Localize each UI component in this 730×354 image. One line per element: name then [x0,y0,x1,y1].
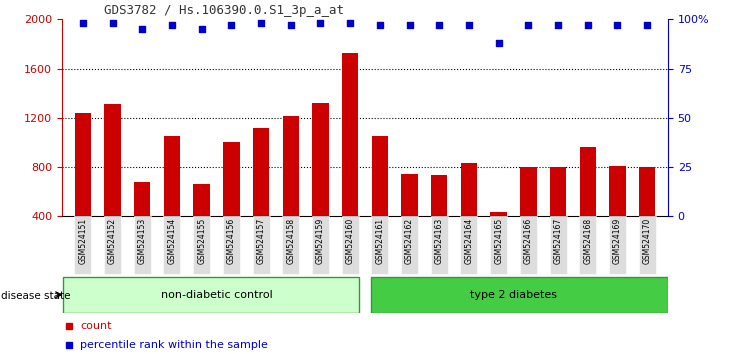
Point [612,23,623,28]
Bar [461,216,477,274]
Bar [609,216,626,274]
Point [463,23,474,28]
Text: GSM524170: GSM524170 [642,218,652,264]
Point [493,40,504,46]
Text: GSM524156: GSM524156 [227,218,236,264]
Text: GSM524158: GSM524158 [286,218,295,264]
Point [77,21,88,26]
Bar [550,216,566,274]
Bar [104,216,121,274]
Bar [164,136,180,265]
Bar [520,167,537,265]
Point [552,23,564,28]
Bar [74,113,91,265]
Bar [164,216,180,274]
Bar [312,103,328,265]
Bar [610,166,626,265]
Text: GSM524166: GSM524166 [524,218,533,264]
Text: GSM524155: GSM524155 [197,218,206,264]
Point [434,23,445,28]
Point [404,23,415,28]
Bar [580,147,596,265]
Bar [550,167,566,265]
Text: count: count [80,321,112,331]
Bar [372,136,388,265]
Text: GSM524168: GSM524168 [583,218,592,264]
Bar [283,116,299,265]
Bar [639,167,656,265]
Bar [63,277,359,313]
Bar [134,182,150,265]
Bar [342,53,358,265]
Text: GSM524151: GSM524151 [78,218,88,264]
Bar [639,216,656,274]
Bar [520,216,537,274]
Point [107,21,118,26]
Bar [312,216,329,274]
Text: GSM524162: GSM524162 [405,218,414,264]
Point [374,23,385,28]
Point [285,23,296,28]
Bar [253,127,269,265]
Text: disease state: disease state [1,291,71,301]
Bar [490,216,507,274]
Text: GDS3782 / Hs.106390.0.S1_3p_a_at: GDS3782 / Hs.106390.0.S1_3p_a_at [104,4,345,17]
Point [226,23,237,28]
Text: GSM524161: GSM524161 [375,218,385,264]
Text: GSM524165: GSM524165 [494,218,503,264]
Bar [342,216,358,274]
Bar [461,163,477,265]
Text: GSM524154: GSM524154 [167,218,177,264]
Text: GSM524163: GSM524163 [435,218,444,264]
Text: non-diabetic control: non-diabetic control [161,290,272,300]
Point [345,21,356,26]
Text: percentile rank within the sample: percentile rank within the sample [80,341,268,350]
Bar [431,216,447,274]
Point [137,27,148,32]
Text: GSM524152: GSM524152 [108,218,117,264]
Bar [401,216,418,274]
Bar [580,216,596,274]
Point [166,23,178,28]
Bar [371,277,668,313]
Point [315,21,326,26]
Point [642,23,653,28]
Point [582,23,593,28]
Point [523,23,534,28]
Text: GSM524167: GSM524167 [553,218,563,264]
Bar [372,216,388,274]
Bar [193,184,210,265]
Text: GSM524160: GSM524160 [345,218,355,264]
Text: GSM524159: GSM524159 [316,218,325,264]
Text: GSM524169: GSM524169 [613,218,622,264]
Bar [283,216,299,274]
Text: type 2 diabetes: type 2 diabetes [470,290,557,300]
Bar [193,216,210,274]
Bar [402,174,418,265]
Bar [74,216,91,274]
Text: GSM524153: GSM524153 [138,218,147,264]
Bar [104,104,120,265]
Bar [491,212,507,265]
Point [255,21,267,26]
Text: GSM524164: GSM524164 [464,218,474,264]
Text: GSM524157: GSM524157 [256,218,266,264]
Bar [223,216,240,274]
Bar [431,176,447,265]
Bar [223,142,239,265]
Bar [134,216,150,274]
Bar [253,216,269,274]
Point [196,27,207,32]
